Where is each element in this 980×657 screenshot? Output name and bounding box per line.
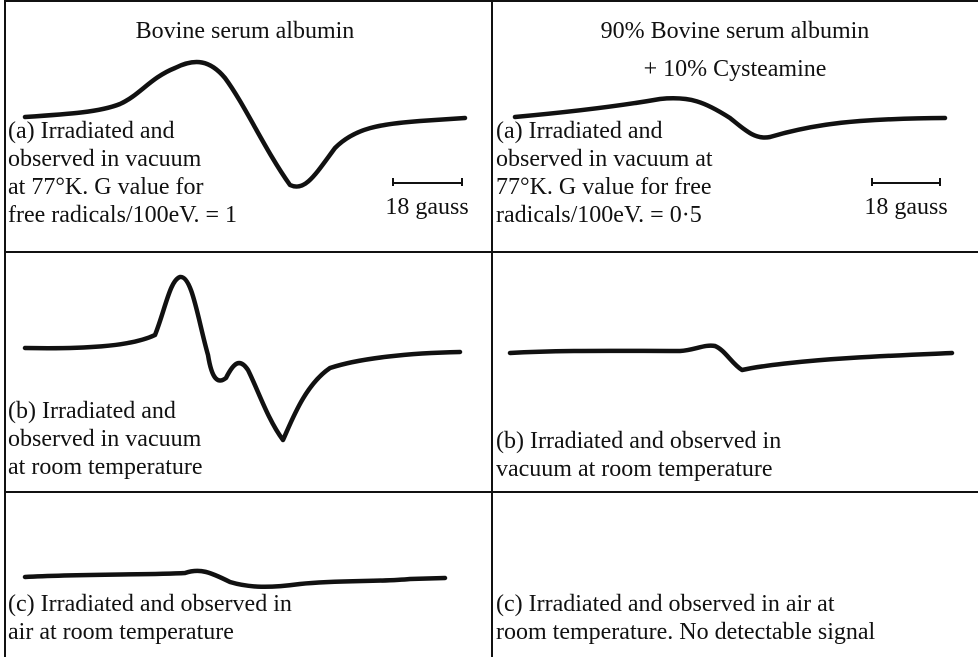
caption-line: air at room temperature: [8, 619, 234, 645]
caption-line: radicals/100eV. = 0·5: [496, 202, 702, 228]
caption-line: (c) Irradiated and observed in: [8, 591, 292, 617]
caption-line: (a) Irradiated and: [496, 118, 663, 144]
caption-line: (b) Irradiated and observed in: [496, 428, 781, 454]
spectrum: [507, 343, 955, 373]
column-title: + 10% Cysteamine: [644, 56, 827, 82]
spectrum: [22, 568, 448, 590]
caption-line: 77°K. G value for free: [496, 174, 712, 200]
spectrum: [22, 59, 468, 189]
caption-line: at 77°K. G value for: [8, 174, 204, 200]
spectrum: [512, 96, 948, 140]
caption-line: observed in vacuum: [8, 426, 202, 452]
caption-line: observed in vacuum: [8, 146, 202, 172]
caption-line: vacuum at room temperature: [496, 456, 773, 482]
caption-line: observed in vacuum at: [496, 146, 713, 172]
caption-line: (a) Irradiated and: [8, 118, 175, 144]
caption-line: free radicals/100eV. = 1: [8, 202, 237, 228]
caption-line: (b) Irradiated and: [8, 398, 176, 424]
caption-line: room temperature. No detectable signal: [496, 619, 876, 645]
caption-line: at room temperature: [8, 454, 203, 480]
scale-label: 18 gauss: [385, 194, 468, 220]
caption-line: (c) Irradiated and observed in air at: [496, 591, 835, 617]
spectrum: [22, 274, 463, 443]
scale-label: 18 gauss: [864, 194, 947, 220]
column-title: Bovine serum albumin: [136, 18, 355, 44]
column-title: 90% Bovine serum albumin: [601, 18, 870, 44]
